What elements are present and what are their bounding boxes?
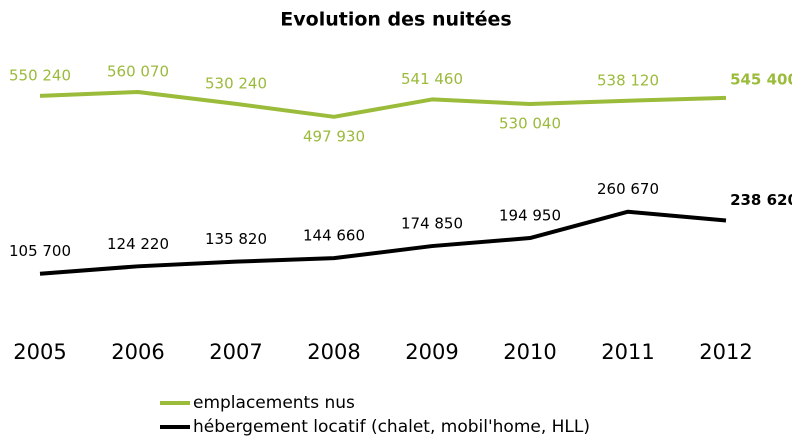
data-label: 497 930 <box>303 127 365 145</box>
series-line <box>39 209 727 276</box>
data-label: 560 070 <box>107 62 169 80</box>
chart-title: Evolution des nuitées <box>280 9 511 31</box>
x-tick-label: 2009 <box>405 340 458 364</box>
legend-label: emplacements nus <box>193 393 355 413</box>
x-tick-label: 2012 <box>699 340 752 364</box>
data-label: 530 040 <box>499 114 561 132</box>
data-label: 550 240 <box>9 66 71 84</box>
data-label: 541 460 <box>401 70 463 88</box>
data-label: 530 240 <box>205 74 267 92</box>
x-tick-label: 2008 <box>307 340 360 364</box>
data-label: 545 400 <box>730 70 792 88</box>
x-tick-label: 2010 <box>503 340 556 364</box>
data-label: 238 620 <box>730 191 792 209</box>
data-label: 174 850 <box>401 215 463 233</box>
data-label: 260 670 <box>597 180 659 198</box>
series-line <box>39 89 727 119</box>
data-label: 144 660 <box>303 227 365 245</box>
data-label: 105 700 <box>9 242 71 260</box>
legend-label: hébergement locatif (chalet, mobil'home,… <box>193 417 590 437</box>
x-tick-label: 2005 <box>13 340 66 364</box>
data-label: 194 950 <box>499 207 561 225</box>
x-tick-label: 2007 <box>209 340 262 364</box>
x-tick-label: 2011 <box>601 340 654 364</box>
data-label: 538 120 <box>597 71 659 89</box>
x-tick-label: 2006 <box>111 340 164 364</box>
data-label: 124 220 <box>107 235 169 253</box>
data-label: 135 820 <box>205 230 267 248</box>
